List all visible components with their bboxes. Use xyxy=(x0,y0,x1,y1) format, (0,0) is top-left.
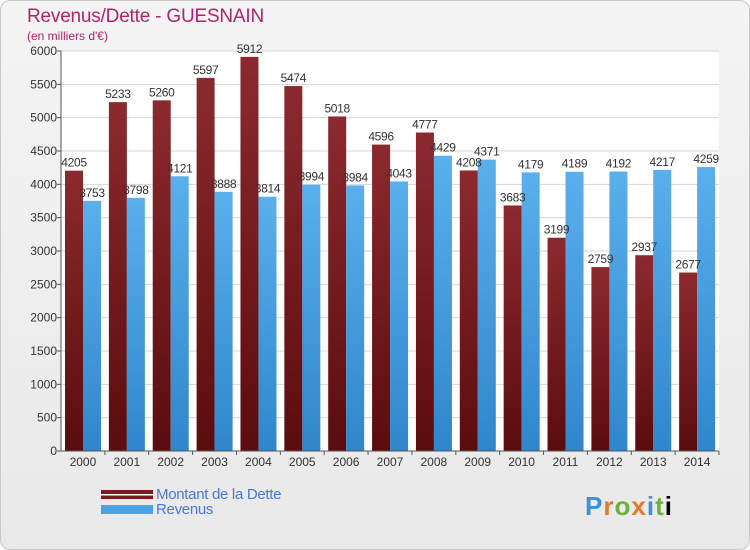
y-tick-label: 6000 xyxy=(30,44,57,58)
x-tick-label: 2006 xyxy=(333,455,360,469)
bar-revenue xyxy=(609,171,628,452)
x-tick-label: 2004 xyxy=(245,455,272,469)
y-tick-label: 500 xyxy=(37,411,57,425)
bar-revenue xyxy=(346,185,365,451)
x-tick-label: 2011 xyxy=(553,455,579,469)
bar-revenue xyxy=(214,191,233,452)
data-label-revenue: 4189 xyxy=(562,157,588,171)
data-label-debt: 5233 xyxy=(105,87,131,101)
data-label-debt: 5260 xyxy=(149,85,175,99)
bar-revenue xyxy=(302,184,321,451)
y-tick-label: 3500 xyxy=(30,211,57,225)
data-label-revenue: 3798 xyxy=(123,183,149,197)
bar-debt xyxy=(679,272,698,451)
data-label-revenue: 4259 xyxy=(693,152,719,166)
bar-debt xyxy=(108,102,127,451)
x-tick-label: 2014 xyxy=(684,455,711,469)
bar-revenue xyxy=(521,172,540,451)
x-tick-label: 2000 xyxy=(70,455,97,469)
bar-debt xyxy=(152,100,171,451)
y-tick-label: 5000 xyxy=(30,111,57,125)
data-label-revenue: 3984 xyxy=(342,170,368,184)
legend-swatch-debt xyxy=(101,490,153,499)
legend-label-revenue: Revenus xyxy=(156,501,214,518)
x-tick-label: 2005 xyxy=(289,455,316,469)
bar-debt xyxy=(65,170,83,451)
chart-title: Revenus/Dette - GUESNAIN xyxy=(27,6,265,27)
x-tick-label: 2012 xyxy=(596,455,623,469)
data-label-revenue: 4429 xyxy=(430,141,456,155)
legend-swatch-revenue xyxy=(101,505,153,514)
data-label-revenue: 4179 xyxy=(518,157,544,171)
data-label-debt: 5018 xyxy=(324,101,350,115)
data-label-debt: 4596 xyxy=(368,130,394,144)
bar-debt xyxy=(503,205,522,451)
x-tick-label: 2002 xyxy=(157,455,184,469)
data-label-debt: 4205 xyxy=(61,156,87,170)
bar-debt xyxy=(415,132,434,452)
chart-subtitle: (en milliers d'€) xyxy=(27,29,108,43)
bar-debt xyxy=(459,170,478,451)
bar-debt xyxy=(284,86,303,452)
proxiti-logo: Proxiti xyxy=(585,491,673,521)
bar-revenue xyxy=(653,169,672,451)
bar-revenue xyxy=(697,167,716,452)
legend-label-debt: Montant de la Dette xyxy=(156,486,282,503)
data-label-revenue: 3994 xyxy=(299,170,325,184)
x-tick-label: 2009 xyxy=(464,455,491,469)
bar-revenue xyxy=(258,196,277,451)
data-label-debt: 2677 xyxy=(675,258,701,272)
data-label-debt: 4777 xyxy=(412,118,438,132)
bar-debt xyxy=(372,144,391,451)
data-label-revenue: 3814 xyxy=(255,182,281,196)
x-tick-label: 2003 xyxy=(201,455,228,469)
y-tick-label: 1000 xyxy=(30,377,57,391)
bar-debt xyxy=(240,56,259,451)
data-label-revenue: 3888 xyxy=(211,177,237,191)
bar-revenue xyxy=(390,181,409,451)
bar-revenue xyxy=(126,197,145,451)
y-tick-label: 0 xyxy=(50,444,57,458)
data-label-revenue: 4371 xyxy=(474,145,500,159)
bar-revenue xyxy=(433,155,452,451)
data-label-revenue: 4043 xyxy=(386,166,412,180)
data-label-debt: 3683 xyxy=(500,190,526,204)
y-tick-label: 2000 xyxy=(30,311,57,325)
data-label-debt: 4208 xyxy=(456,155,482,169)
bar-revenue xyxy=(477,159,496,451)
data-label-revenue: 4192 xyxy=(606,157,632,171)
x-tick-label: 2013 xyxy=(640,455,667,469)
bar-debt xyxy=(547,237,566,451)
x-tick-label: 2010 xyxy=(508,455,535,469)
x-tick-label: 2001 xyxy=(113,455,140,469)
x-tick-label: 2008 xyxy=(421,455,448,469)
bar-revenue xyxy=(565,171,584,451)
bar-revenue xyxy=(83,200,101,451)
data-label-revenue: 3753 xyxy=(79,186,105,200)
data-label-revenue: 4121 xyxy=(167,161,193,175)
data-label-debt: 5474 xyxy=(281,71,307,85)
bar-debt xyxy=(591,267,610,451)
bar-debt xyxy=(196,77,215,451)
data-label-revenue: 4217 xyxy=(650,155,676,169)
y-tick-label: 1500 xyxy=(30,344,57,358)
y-tick-label: 4000 xyxy=(30,177,57,191)
data-label-debt: 3199 xyxy=(544,223,570,237)
data-label-debt: 5912 xyxy=(237,42,263,56)
data-label-debt: 5597 xyxy=(193,63,219,77)
y-tick-label: 5500 xyxy=(30,77,57,91)
data-label-debt: 2759 xyxy=(588,252,614,266)
y-tick-label: 2500 xyxy=(30,277,57,291)
y-tick-label: 3000 xyxy=(30,244,57,258)
data-label-debt: 2937 xyxy=(632,240,658,254)
y-tick-label: 4500 xyxy=(30,144,57,158)
x-tick-label: 2007 xyxy=(377,455,404,469)
bar-debt xyxy=(328,116,347,451)
bar-debt xyxy=(635,255,654,451)
bar-revenue xyxy=(170,176,189,451)
